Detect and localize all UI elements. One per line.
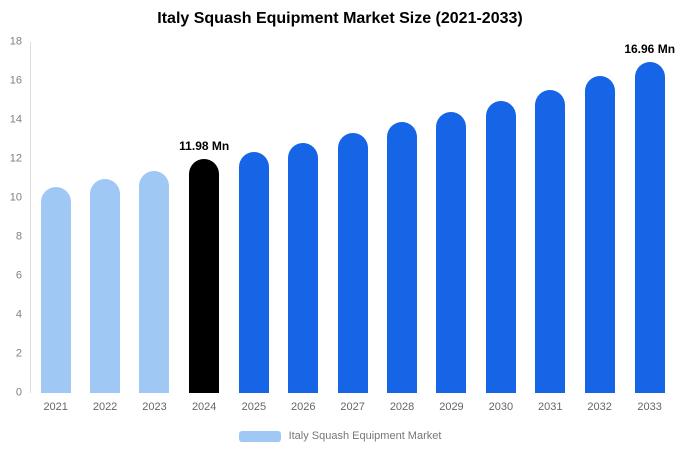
x-tick-label: 2028 xyxy=(389,401,415,413)
bars-container: 2021 2022 2023 11.98 Mn 2024 2025 2026 2027 2028… xyxy=(31,42,676,413)
y-tick-label: 8 xyxy=(15,230,22,243)
bar-column: 11.98 Mn 2024 xyxy=(179,42,230,413)
bar-column: 16.96 Mn 2033 xyxy=(624,42,676,413)
bar-value-label: 16.96 Mn xyxy=(624,42,676,57)
x-tick-label: 2021 xyxy=(43,401,68,413)
x-tick-label: 2033 xyxy=(637,401,662,413)
plot-area: 0 2 4 6 8 10 12 14 16 18 2021 2022 2023 11.98 Mn 2024… xyxy=(10,36,676,413)
bar xyxy=(535,89,566,393)
bar-value-label: 11.98 Mn xyxy=(179,139,230,154)
legend: Italy Squash Equipment Market xyxy=(0,430,680,442)
bar-column: 2026 xyxy=(279,42,328,413)
x-tick-label: 2023 xyxy=(142,401,167,413)
x-tick-label: 2029 xyxy=(439,401,464,413)
x-tick-label: 2030 xyxy=(488,401,514,413)
x-tick-label: 2025 xyxy=(241,401,267,413)
y-tick-label: 14 xyxy=(9,113,22,126)
bar xyxy=(288,143,319,393)
bar-column: 2029 xyxy=(427,42,476,413)
bar xyxy=(90,178,121,393)
y-tick-label: 16 xyxy=(9,74,22,87)
bar-column: 2022 xyxy=(80,42,129,413)
bar xyxy=(387,121,418,393)
bar-column: 2021 xyxy=(31,42,80,413)
y-tick-label: 4 xyxy=(15,308,22,321)
bar-column: 2032 xyxy=(575,42,624,413)
bar xyxy=(337,132,368,393)
bar xyxy=(238,152,269,393)
x-tick-label: 2024 xyxy=(191,401,217,413)
bar-column: 2031 xyxy=(526,42,575,413)
bar xyxy=(584,76,615,393)
y-tick-label: 2 xyxy=(15,347,22,360)
bar xyxy=(139,170,170,393)
bar xyxy=(634,62,665,393)
x-tick-label: 2032 xyxy=(587,401,612,413)
bar xyxy=(40,187,71,393)
y-tick-label: 0 xyxy=(15,386,22,399)
x-tick-label: 2026 xyxy=(291,401,316,413)
bar-column: 2027 xyxy=(328,42,377,413)
bar xyxy=(189,159,220,393)
y-tick-label: 12 xyxy=(9,152,22,165)
y-tick-label: 10 xyxy=(9,191,22,204)
y-axis: 0 2 4 6 8 10 12 14 16 18 xyxy=(0,36,26,398)
x-tick-label: 2027 xyxy=(340,401,365,413)
bar xyxy=(436,112,467,393)
bar-column: 2025 xyxy=(229,42,278,413)
legend-swatch xyxy=(238,430,281,442)
x-tick-label: 2031 xyxy=(537,401,563,413)
y-tick-label: 18 xyxy=(9,35,22,48)
bar-column: 2030 xyxy=(476,42,525,413)
bar xyxy=(485,100,516,393)
bar-column: 2023 xyxy=(130,42,179,413)
bar-column: 2028 xyxy=(377,42,426,413)
y-tick-label: 6 xyxy=(15,269,22,282)
chart-title: Italy Squash Equipment Market Size (2021… xyxy=(157,10,523,27)
legend-label: Italy Squash Equipment Market xyxy=(288,430,442,442)
x-tick-label: 2022 xyxy=(92,401,118,413)
